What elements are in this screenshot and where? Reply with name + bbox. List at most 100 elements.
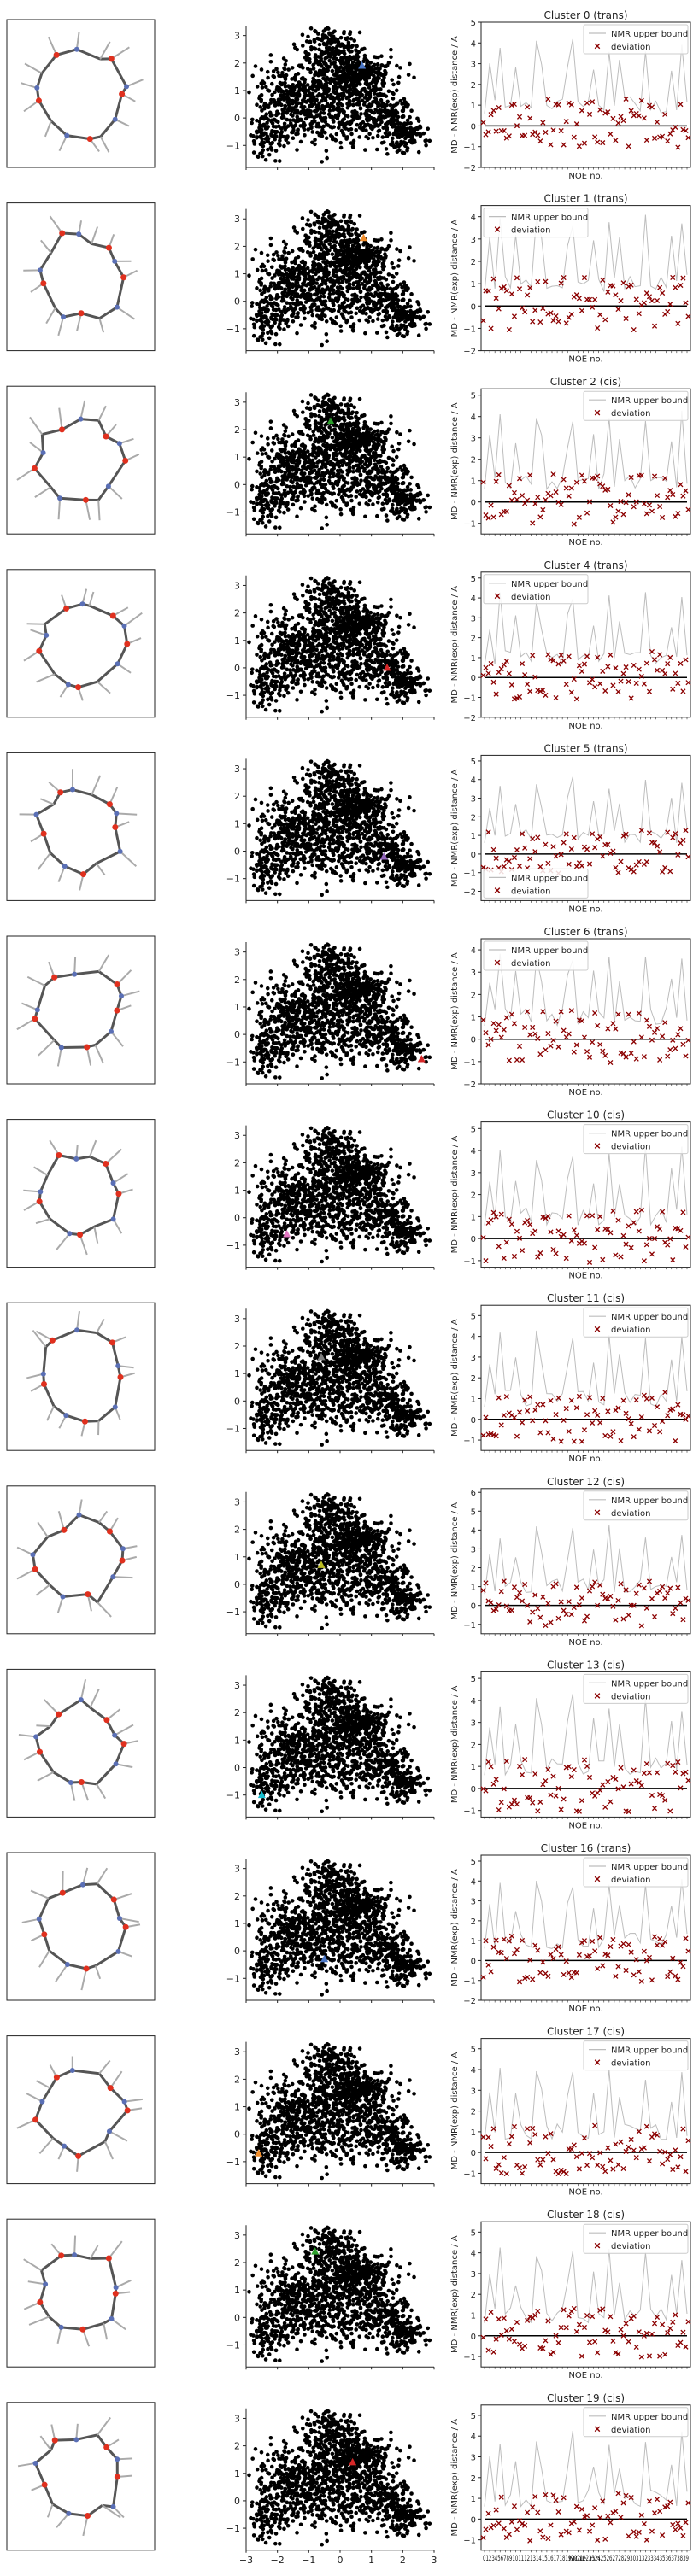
embedding-point <box>288 302 292 306</box>
embedding-point <box>368 278 373 283</box>
embedding-point <box>384 308 388 313</box>
embedding-point <box>357 501 361 506</box>
embedding-point <box>256 268 260 272</box>
embedding-point <box>359 112 363 116</box>
embedding-point <box>283 494 287 498</box>
embedding-point <box>374 264 379 268</box>
embedding-point <box>367 319 371 324</box>
embedding-point <box>306 465 310 470</box>
deviation-marker <box>564 120 568 124</box>
embedding-point <box>372 87 376 91</box>
embedding-point <box>380 247 385 251</box>
embedding-point <box>312 250 316 255</box>
embedding-point <box>340 312 344 316</box>
embedding-point <box>269 281 273 285</box>
embedding-point <box>279 97 283 102</box>
embedding-point <box>320 283 324 287</box>
embedding-point <box>349 454 353 458</box>
embedding-point <box>350 246 355 250</box>
embedding-point <box>277 325 281 330</box>
embedding-point <box>309 114 314 119</box>
embedding-point <box>279 126 284 131</box>
embedding-point <box>381 135 385 139</box>
noe-title: Cluster 0 (trans) <box>543 9 627 21</box>
embedding-point <box>391 116 395 120</box>
embedding-point <box>363 261 367 265</box>
embedding-point <box>289 85 293 90</box>
embedding-point <box>344 319 349 323</box>
embedding-point <box>359 94 363 98</box>
embedding-point <box>427 322 432 326</box>
embedding-point <box>415 132 420 136</box>
embedding-point <box>367 266 372 270</box>
embedding-point <box>298 490 303 495</box>
embedding-point <box>325 503 329 507</box>
embedding-point <box>339 36 344 40</box>
molecule-panel <box>7 203 155 351</box>
embedding-point <box>385 63 390 67</box>
embedding-point <box>328 108 332 113</box>
deviation-marker <box>582 276 586 280</box>
embedding-point <box>292 43 297 47</box>
embedding-point <box>280 265 285 269</box>
embedding-point <box>309 393 314 397</box>
embedding-point <box>267 89 272 93</box>
noe-y-label: MD - NMR(exp) distance / A <box>450 36 460 154</box>
embedding-point <box>315 287 320 291</box>
embedding-point <box>319 111 323 115</box>
embedding-point <box>331 252 335 256</box>
embedding-point <box>348 50 352 54</box>
embedding-point <box>321 255 326 260</box>
embedding-point <box>303 457 308 461</box>
embedding-point <box>334 437 338 442</box>
embedding-point <box>269 120 273 124</box>
embedding-point <box>282 56 286 61</box>
embedding-point <box>275 130 279 134</box>
embedding-point <box>269 53 273 57</box>
embedding-point <box>387 272 391 277</box>
deviation-marker <box>517 114 521 119</box>
embedding-point <box>358 31 362 35</box>
embedding-point <box>396 482 401 486</box>
embedding-point <box>339 329 344 333</box>
embedding-point <box>296 119 300 123</box>
embedding-point <box>259 448 263 452</box>
embedding-point <box>276 478 280 483</box>
embedding-point <box>385 283 390 287</box>
embedding-point <box>360 414 364 419</box>
embedding-point <box>291 102 295 106</box>
embedding-point <box>346 114 350 119</box>
embedding-point <box>309 492 314 496</box>
embedding-point <box>331 462 335 466</box>
embedding-point <box>342 275 346 279</box>
embedding-point <box>340 108 344 112</box>
deviation-marker <box>663 112 667 116</box>
embedding-point <box>376 490 380 495</box>
embedding-point <box>380 430 385 434</box>
embedding-point <box>353 87 357 91</box>
embedding-point <box>332 284 336 288</box>
embedding-point <box>260 434 264 438</box>
deviation-marker <box>619 299 623 303</box>
embedding-point <box>303 500 307 504</box>
embedding-point <box>347 71 351 75</box>
embedding-point <box>351 465 355 470</box>
embedding-point <box>366 98 370 102</box>
embedding-point <box>320 237 324 241</box>
embedding-point <box>319 246 323 250</box>
embedding-point <box>315 94 320 98</box>
embedding-point <box>260 251 264 255</box>
embedding-point <box>324 282 328 286</box>
embedding-point <box>269 98 273 102</box>
embedding-point <box>325 339 329 343</box>
embedding-point <box>255 286 259 290</box>
deviation-marker <box>533 308 537 313</box>
embedding-point <box>347 40 351 44</box>
deviation-marker <box>681 276 685 280</box>
embedding-point <box>347 437 351 442</box>
deviation-marker <box>587 297 591 302</box>
embedding-point <box>358 126 362 130</box>
embedding-point <box>388 296 392 300</box>
embedding-point <box>406 146 410 150</box>
embedding-point <box>385 461 389 465</box>
